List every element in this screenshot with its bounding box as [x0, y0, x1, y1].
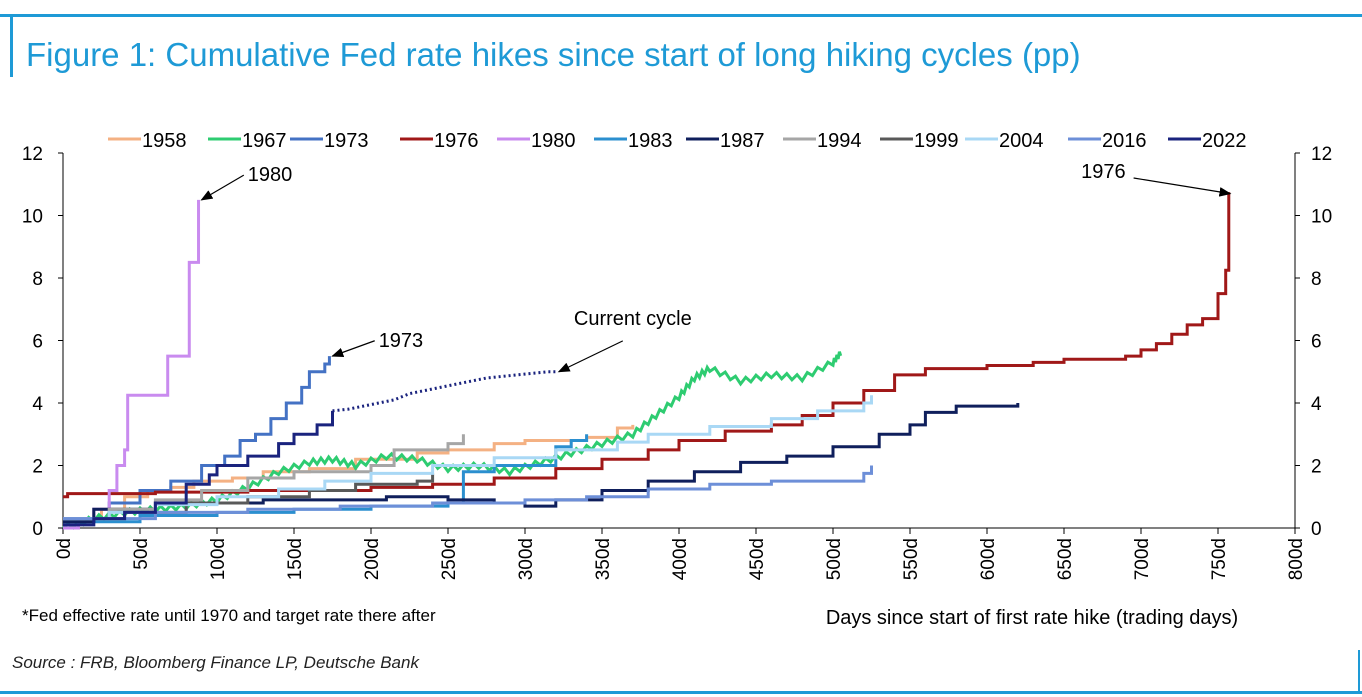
x-tick-label: 700d — [1132, 538, 1153, 580]
legend-label: 1976 — [434, 130, 479, 152]
series-line-1976 — [63, 192, 1231, 499]
legend-label: 1958 — [142, 130, 187, 152]
y-tick-label-right: 12 — [1311, 144, 1332, 165]
x-tick-label: 250d — [439, 538, 460, 580]
legend-label: 1999 — [914, 130, 959, 152]
y-tick-label-right: 0 — [1311, 519, 1322, 540]
x-tick-label: 200d — [362, 538, 383, 580]
series-line-2004 — [63, 395, 873, 521]
legend-label: 2016 — [1102, 130, 1147, 152]
footnote: *Fed effective rate until 1970 and targe… — [22, 606, 436, 625]
x-tick-label: 350d — [593, 538, 614, 580]
x-tick-label: 100d — [208, 538, 229, 580]
y-tick-label-right: 10 — [1311, 207, 1332, 228]
y-tick-label-left: 12 — [22, 144, 43, 165]
x-tick-label: 750d — [1209, 538, 1230, 580]
y-tick-label-left: 6 — [32, 332, 43, 353]
legend-label: 2022 — [1202, 130, 1247, 152]
source-note: Source : FRB, Bloomberg Finance LP, Deut… — [12, 653, 419, 672]
series-line-2016 — [63, 465, 873, 521]
legend-label: 1994 — [817, 130, 862, 152]
bottom-rule — [0, 691, 1362, 694]
right-edge-mark — [1358, 650, 1360, 692]
legend-label: 2004 — [999, 130, 1044, 152]
series-line-2022 — [63, 410, 334, 527]
top-rule — [0, 14, 1362, 17]
series-line-1973 — [63, 356, 331, 521]
y-tick-label-right: 2 — [1311, 457, 1322, 478]
x-tick-label: 650d — [1055, 538, 1076, 580]
series-line-current-cycle — [332, 370, 556, 413]
y-tick-label-left: 4 — [32, 394, 43, 415]
y-tick-label-right: 8 — [1311, 269, 1322, 290]
annotation-label: 1976 — [1081, 161, 1126, 183]
x-tick-label: 0d — [54, 538, 75, 559]
annotation-arrow — [1133, 177, 1232, 197]
x-tick-label: 450d — [747, 538, 768, 580]
x-tick-label: 50d — [131, 538, 152, 570]
y-tick-label-left: 8 — [32, 269, 43, 290]
annotation-label: 1973 — [379, 330, 424, 352]
annotation-arrow — [331, 340, 375, 357]
annotation-arrow — [200, 174, 245, 201]
x-axis-label: Days since start of first rate hike (tra… — [826, 607, 1238, 629]
y-tick-label-right: 4 — [1311, 394, 1322, 415]
y-tick-label-right: 6 — [1311, 332, 1322, 353]
annotation-arrow — [557, 340, 624, 373]
x-tick-label: 300d — [516, 538, 537, 580]
page-title: Figure 1: Cumulative Fed rate hikes sinc… — [26, 36, 1081, 73]
x-tick-label: 600d — [978, 538, 999, 580]
y-tick-label-left: 0 — [32, 519, 43, 540]
annotation-label: 1980 — [248, 164, 292, 186]
legend-label: 1973 — [324, 130, 369, 152]
legend-label: 1983 — [628, 130, 673, 152]
x-tick-label: 550d — [901, 538, 922, 580]
title-accent-bar — [10, 17, 13, 77]
x-tick-label: 400d — [670, 538, 691, 580]
legend-label: 1980 — [531, 130, 576, 152]
series-line-1980 — [63, 199, 201, 530]
x-tick-label: 150d — [285, 538, 306, 580]
y-tick-label-left: 2 — [32, 457, 43, 478]
series-line-1987 — [63, 403, 1020, 524]
annotation-label: Current cycle — [574, 308, 692, 330]
legend-label: 1987 — [720, 130, 765, 152]
legend-label: 1967 — [242, 130, 287, 152]
y-tick-label-left: 10 — [22, 207, 43, 228]
x-tick-label: 500d — [824, 538, 845, 580]
x-tick-label: 800d — [1286, 538, 1307, 580]
